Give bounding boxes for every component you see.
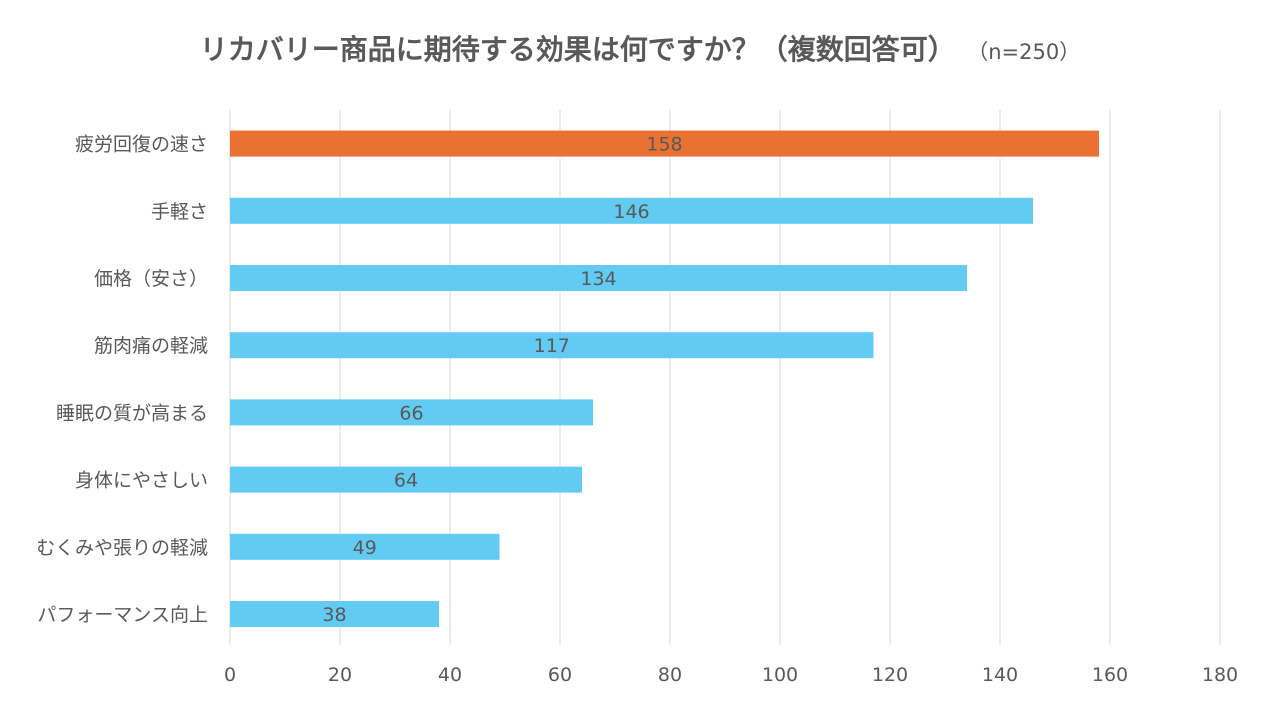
data-label: 158 — [646, 134, 682, 156]
bar[interactable] — [230, 197, 1033, 224]
x-tick-label: 140 — [982, 664, 1018, 686]
category-label: パフォーマンス向上 — [37, 604, 208, 626]
data-label: 49 — [353, 537, 377, 559]
x-tick-label: 120 — [872, 664, 908, 686]
x-tick-label: 40 — [438, 664, 462, 686]
category-label: 手軽さ — [151, 201, 208, 223]
category-label: 疲労回復の速さ — [75, 134, 208, 156]
bar[interactable] — [230, 332, 874, 359]
bar-highlight[interactable] — [230, 130, 1099, 157]
data-label: 146 — [613, 201, 649, 223]
x-tick-label: 0 — [224, 664, 236, 686]
x-tick-label: 60 — [548, 664, 572, 686]
bar[interactable] — [230, 399, 593, 426]
bar[interactable] — [230, 265, 967, 291]
data-label: 38 — [322, 604, 346, 626]
category-label: 睡眠の質が高まる — [56, 402, 208, 424]
category-label: 身体にやさしい — [75, 470, 208, 492]
x-tick-label: 180 — [1202, 664, 1238, 686]
x-tick-label: 80 — [658, 664, 682, 686]
x-tick-label: 20 — [328, 664, 352, 686]
x-tick-label: 160 — [1092, 664, 1128, 686]
bar[interactable] — [230, 601, 439, 627]
category-label: むくみや張りの軽減 — [36, 537, 208, 559]
data-label: 66 — [399, 402, 423, 424]
chart-title-block: リカバリー商品に期待する効果は何ですか？（複数回答可） （n=250） — [0, 28, 1280, 68]
bar[interactable] — [230, 466, 582, 493]
category-label: 価格（安さ） — [94, 268, 208, 290]
x-tick-label: 100 — [762, 664, 798, 686]
data-label: 134 — [580, 268, 616, 290]
chart-title: リカバリー商品に期待する効果は何ですか？（複数回答可） — [199, 33, 956, 66]
bar[interactable] — [230, 533, 500, 560]
chart-subtitle: （n=250） — [977, 40, 1081, 64]
data-label: 64 — [394, 470, 418, 492]
category-label: 筋肉痛の軽減 — [94, 335, 208, 357]
data-label: 117 — [534, 335, 570, 357]
